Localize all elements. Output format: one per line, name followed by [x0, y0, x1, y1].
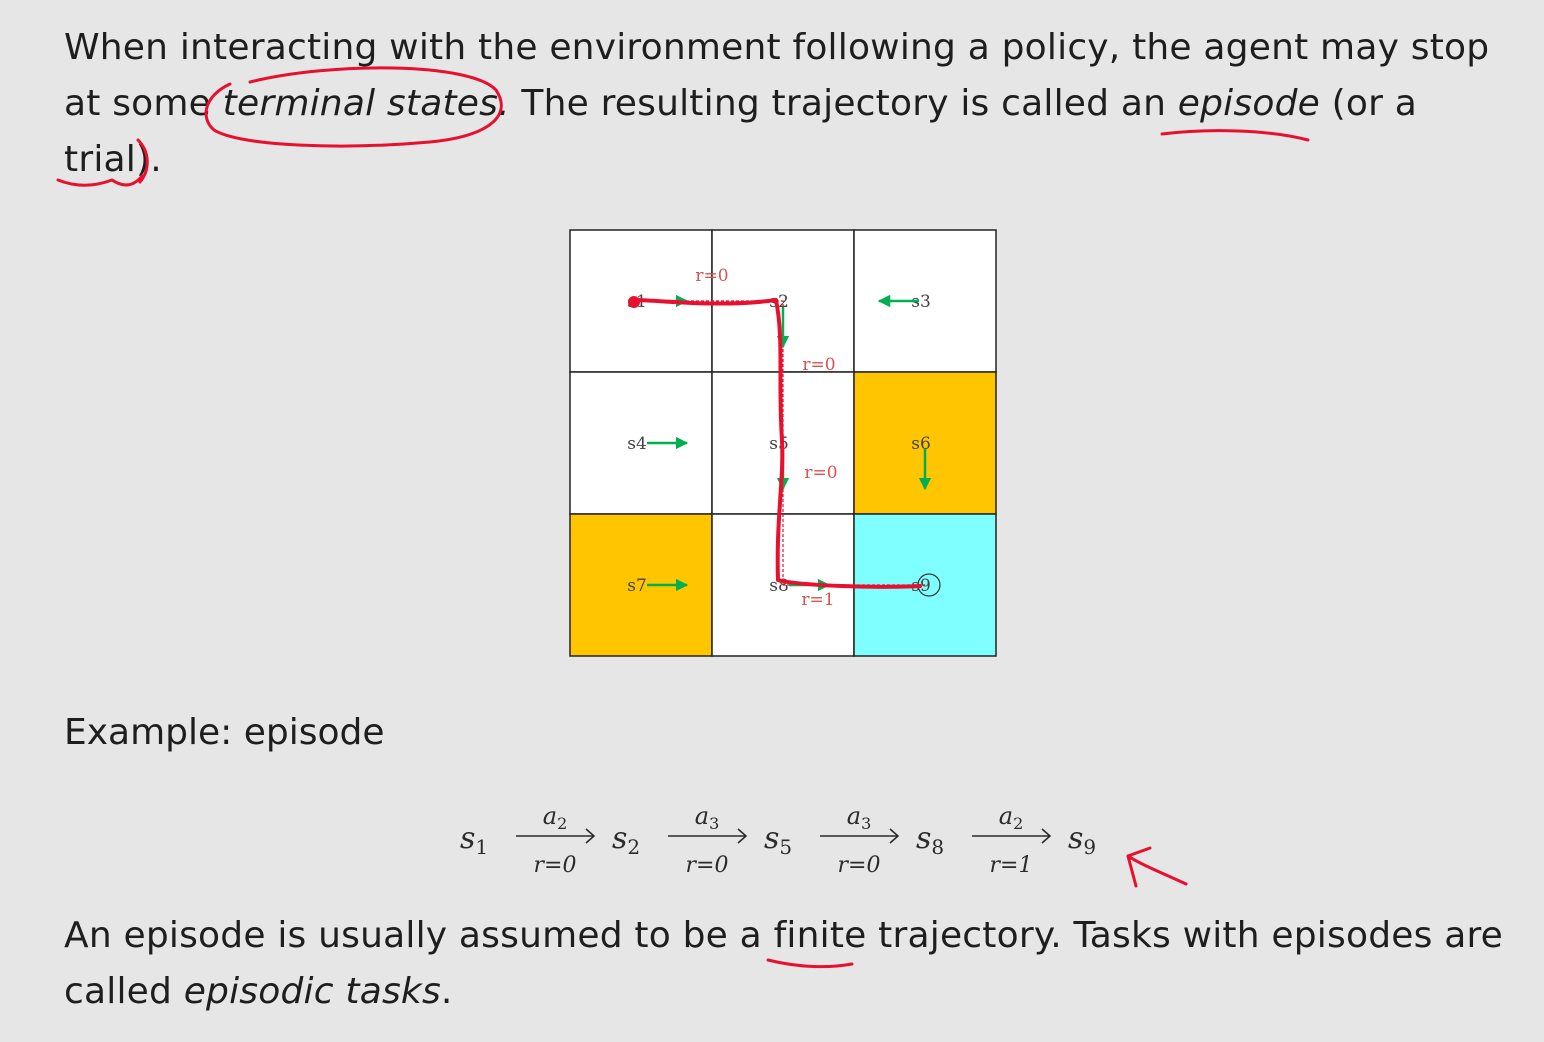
transition-reward-4: r=1: [990, 853, 1033, 878]
cell-label-s4: s4: [627, 434, 647, 454]
transition-reward-3: r=0: [838, 853, 881, 878]
cell-label-s8: s8: [769, 576, 789, 596]
reward-label-2: r=0: [802, 355, 835, 375]
terminal-states-term: terminal states.: [222, 83, 510, 124]
episode-state-5: s9: [1068, 821, 1096, 859]
episodic-tasks-term: episodic tasks: [183, 971, 441, 1012]
transition-action-4: a2: [999, 802, 1024, 833]
episode-state-2: s2: [612, 821, 640, 859]
episode-state-1: s1: [460, 821, 488, 859]
transition-arrowhead-3: [889, 828, 900, 844]
transition-action-2: a3: [695, 802, 720, 833]
cell-label-s6: s6: [911, 434, 931, 454]
closing-text-2: trajectory. Tasks with episodes are call…: [64, 915, 1504, 1012]
transition-arrowhead-2: [737, 828, 748, 844]
episode-state-4: s8: [916, 821, 944, 859]
episode-equation: s1 s2 s5 s8 s9 a2 r=0 a3 r=0 a3 r=0 a2 r=1: [460, 802, 1096, 878]
cell-label-s5: s5: [769, 434, 789, 454]
cell-label-s7: s7: [627, 576, 647, 596]
reward-label-4: r=1: [801, 590, 834, 610]
transition-reward-1: r=0: [534, 853, 577, 878]
example-label: Example: episode: [64, 712, 385, 753]
transition-action-3: a3: [847, 802, 872, 833]
intro-paragraph: When interacting with the environment fo…: [64, 20, 1504, 188]
episode-state-3: s5: [764, 821, 792, 859]
intro-text-1: When interacting with the environment fo…: [64, 27, 1490, 124]
reward-label-3: r=0: [804, 463, 837, 483]
reward-label-1: r=0: [695, 266, 728, 286]
closing-text-1: An episode is usually assumed to be a: [64, 915, 774, 956]
cell-label-s2: s2: [769, 292, 789, 312]
episode-term: episode: [1177, 83, 1320, 124]
cell-label-s1: s1: [627, 292, 647, 312]
transition-reward-2: r=0: [686, 853, 729, 878]
transition-arrowhead-4: [1041, 828, 1052, 844]
closing-paragraph: An episode is usually assumed to be a fi…: [64, 908, 1524, 1020]
intro-text-2: The resulting trajectory is called an: [509, 83, 1178, 124]
transition-arrowhead-1: [585, 828, 596, 844]
finite-term: finite: [773, 915, 867, 956]
transition-action-1: a2: [543, 802, 568, 833]
closing-text-3: .: [440, 971, 453, 1012]
